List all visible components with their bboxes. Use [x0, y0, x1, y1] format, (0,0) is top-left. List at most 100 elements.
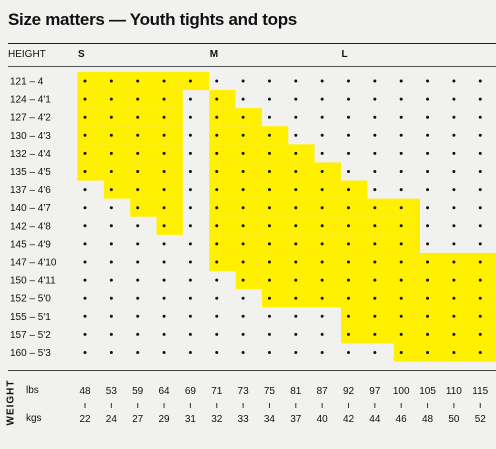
size-highlight-cell	[77, 90, 183, 109]
grid-dot	[215, 260, 219, 264]
grid-dot	[267, 133, 271, 137]
grid-dot	[83, 170, 87, 173]
grid-dot	[426, 151, 430, 155]
grid-dot	[162, 151, 166, 155]
grid-dot	[373, 278, 377, 282]
kgs-tick-label: 40	[317, 414, 329, 425]
size-highlight-cell	[209, 198, 341, 217]
size-highlight-cell	[341, 234, 420, 253]
grid-dot	[215, 188, 219, 192]
grid-dot	[215, 314, 219, 318]
lbs-tick-label: 97	[369, 386, 381, 397]
height-tick-label: 121 – 4	[10, 77, 44, 88]
grid-dot	[294, 332, 298, 336]
grid-dot	[162, 170, 166, 173]
size-highlight-cell	[77, 126, 183, 145]
kgs-tick-label: 31	[185, 414, 197, 425]
kgs-tick-label: 24	[106, 414, 118, 425]
grid-dot	[478, 296, 482, 300]
grid-dot	[83, 242, 87, 246]
grid-dot	[373, 242, 377, 246]
grid-dot	[320, 278, 324, 282]
grid-dot	[162, 278, 166, 282]
grid-dot	[136, 296, 140, 300]
grid-dot	[83, 115, 87, 119]
grid-dot	[136, 97, 140, 101]
kgs-tick-label: 32	[211, 414, 223, 425]
grid-dot	[320, 351, 324, 354]
grid-dot	[399, 115, 403, 119]
grid-dot	[452, 206, 456, 210]
size-highlight-cell	[209, 126, 289, 145]
height-tick-label: 142 – 4'8	[10, 221, 51, 232]
grid-dot	[109, 79, 113, 83]
grid-dot	[109, 115, 113, 119]
grid-dot	[294, 151, 298, 155]
grid-dot	[452, 170, 456, 173]
grid-dot	[83, 278, 87, 282]
height-tick-label: 127 – 4'2	[10, 113, 51, 124]
height-tick-label: 152 – 5'0	[10, 294, 51, 305]
size-highlight-cell	[341, 289, 496, 308]
grid-dot	[267, 242, 271, 246]
grid-dot	[267, 115, 271, 119]
grid-dot	[241, 206, 245, 210]
grid-dot	[452, 79, 456, 83]
grid-dot	[347, 260, 350, 264]
grid-dot	[347, 170, 350, 173]
grid-dot	[162, 314, 166, 318]
grid-dot	[267, 296, 271, 300]
grid-dot	[452, 314, 456, 318]
height-tick-label: 132 – 4'4	[10, 149, 51, 160]
grid-dot	[373, 351, 377, 354]
kgs-tick-label: 46	[396, 414, 408, 425]
header-divider	[8, 43, 496, 44]
grid-dot	[399, 242, 403, 246]
grid-dot	[426, 170, 430, 173]
grid-dot	[267, 224, 271, 228]
grid-dot	[215, 151, 219, 155]
grid-dot	[188, 115, 192, 119]
grid-dot	[320, 260, 324, 264]
grid-dot	[399, 296, 403, 300]
grid-dot	[188, 97, 192, 101]
size-highlight-cell	[261, 289, 341, 308]
grid-dot	[373, 151, 377, 155]
size-highlight-cell	[77, 71, 210, 91]
size-highlight-cell	[77, 108, 183, 127]
grid-dot	[347, 351, 350, 354]
grid-dot	[241, 97, 245, 101]
grid-dot	[320, 296, 324, 300]
height-tick-label: 145 – 4'9	[10, 239, 51, 250]
grid-dot	[347, 242, 350, 246]
grid-dot	[241, 260, 245, 264]
grid-dot	[109, 170, 113, 173]
grid-dot	[241, 133, 245, 137]
grid-dot	[241, 242, 245, 246]
grid-dot	[136, 351, 140, 354]
grid-dot	[267, 314, 271, 318]
height-tick-label: 157 – 5'2	[10, 330, 51, 341]
grid-dot	[162, 133, 166, 137]
grid-dot	[373, 170, 377, 173]
grid-dot	[83, 351, 87, 354]
grid-dot	[399, 224, 403, 228]
grid-dot	[241, 314, 245, 318]
grid-dot	[399, 332, 403, 336]
grid-dot	[399, 278, 403, 282]
grid-dot	[241, 79, 245, 83]
grid-dot	[320, 170, 324, 173]
grid-dot	[162, 97, 166, 101]
grid-dot	[188, 242, 192, 246]
grid-dot	[83, 79, 87, 83]
height-tick-label: 135 – 4'5	[10, 167, 51, 178]
grid-dot	[320, 224, 324, 228]
grid-dot	[478, 242, 482, 246]
grid-dot	[241, 115, 245, 119]
grid-dot	[399, 206, 403, 210]
size-highlight-cell	[341, 271, 496, 290]
kgs-tick-label: 27	[132, 414, 144, 425]
grid-dot	[452, 188, 456, 192]
grid-dot	[399, 79, 403, 83]
